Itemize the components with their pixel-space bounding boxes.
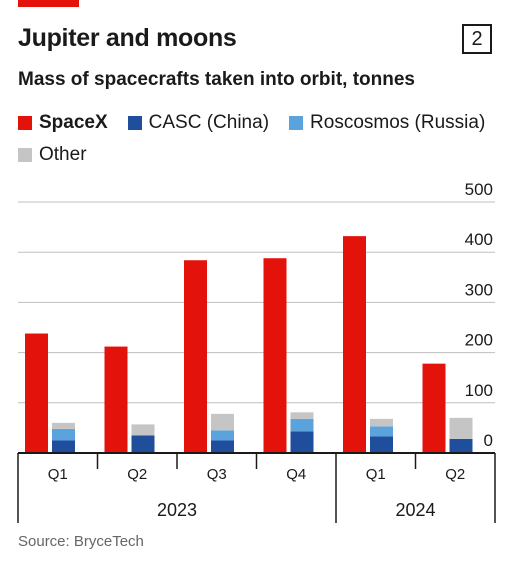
x-tick-label: Q2 — [127, 466, 147, 483]
chart-title: Jupiter and moons — [18, 24, 237, 52]
y-tick-label: 500 — [465, 180, 493, 199]
y-tick-label: 0 — [484, 431, 493, 450]
legend-swatch-roscosmos — [289, 116, 304, 130]
chart-subtitle: Mass of spacecrafts taken into orbit, to… — [18, 69, 415, 90]
legend-row-2: Other — [18, 141, 503, 169]
y-tick-label: 400 — [465, 230, 493, 249]
legend-swatch-casc — [127, 116, 142, 130]
legend-item-roscosmos: Roscosmos (Russia) — [289, 112, 485, 134]
legend-label-other: Other — [39, 144, 87, 165]
x-tick-label: Q3 — [207, 466, 227, 483]
legend-label-spacex: SpaceX — [39, 112, 108, 133]
bar-casc — [131, 435, 155, 453]
legend-item-casc: CASC (China) — [127, 112, 270, 134]
bar-other — [449, 417, 473, 439]
legend-swatch-other — [18, 148, 32, 162]
bar-roscosmos — [370, 426, 393, 437]
bar-spacex — [104, 346, 128, 453]
bar-other — [290, 412, 314, 419]
chart-number-badge: 2 — [462, 24, 492, 54]
bar-spacex — [343, 236, 366, 453]
legend-label-casc: CASC (China) — [148, 112, 270, 133]
y-tick-label: 100 — [465, 381, 493, 400]
bar-roscosmos — [52, 428, 75, 441]
accent-bar — [18, 0, 79, 7]
bar-casc — [370, 436, 393, 453]
bar-casc — [52, 440, 75, 453]
bar-other — [131, 424, 155, 436]
legend-row-1: SpaceX CASC (China) Roscosmos (Russia) — [18, 109, 503, 137]
x-tick-label: Q4 — [286, 466, 306, 483]
bar-other — [211, 413, 234, 431]
bar-other — [52, 422, 75, 429]
bar-spacex — [184, 260, 207, 453]
year-label: 2023 — [157, 500, 197, 520]
bar-casc — [449, 438, 473, 453]
legend-swatch-spacex — [18, 116, 32, 130]
bar-spacex — [422, 363, 446, 453]
legend-label-roscosmos: Roscosmos (Russia) — [310, 112, 486, 133]
legend-item-other: Other — [18, 144, 87, 166]
bar-roscosmos — [290, 418, 314, 432]
legend-item-spacex: SpaceX — [18, 112, 108, 134]
bar-other — [370, 418, 393, 427]
y-tick-label: 200 — [465, 331, 493, 350]
y-tick-label: 300 — [465, 280, 493, 299]
year-label: 2024 — [395, 500, 435, 520]
legend: SpaceX CASC (China) Roscosmos (Russia) O… — [18, 109, 503, 173]
x-tick-label: Q1 — [366, 466, 386, 483]
bar-spacex — [263, 258, 287, 453]
bar-casc — [211, 440, 234, 453]
bar-spacex — [25, 333, 48, 453]
x-tick-label: Q2 — [445, 466, 465, 483]
bar-roscosmos — [211, 430, 234, 441]
source-note: Source: BryceTech — [18, 533, 144, 550]
x-tick-label: Q1 — [48, 466, 68, 483]
bar-casc — [290, 431, 314, 453]
